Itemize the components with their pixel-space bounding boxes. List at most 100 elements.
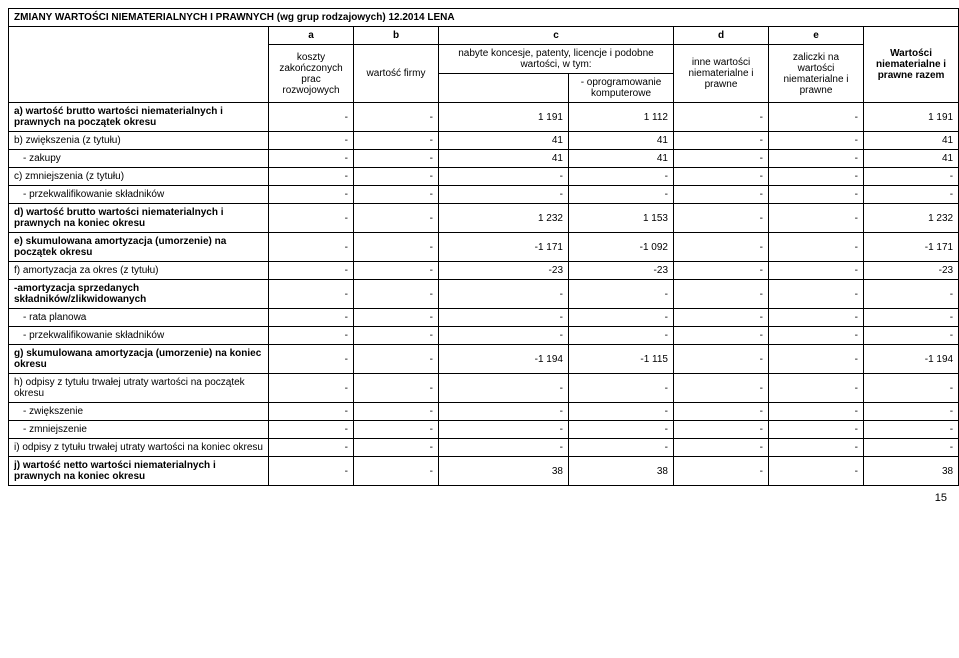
cell: - — [674, 150, 769, 168]
cell: -1 092 — [569, 233, 674, 262]
cell: - — [769, 262, 864, 280]
cell: 1 191 — [439, 103, 569, 132]
cell: - — [769, 233, 864, 262]
cell: - — [674, 327, 769, 345]
cell: - — [769, 309, 864, 327]
cell: - — [354, 262, 439, 280]
col-letter-c: c — [439, 27, 674, 45]
cell: - — [354, 280, 439, 309]
header-blank — [9, 27, 269, 103]
cell: 1 191 — [864, 103, 959, 132]
col-header-c-sub: - oprogramowanie komputerowe — [569, 74, 674, 103]
col-header-c-top: nabyte koncesje, patenty, licencje i pod… — [439, 45, 674, 74]
cell: - — [269, 132, 354, 150]
cell: - — [769, 457, 864, 486]
cell: - — [569, 403, 674, 421]
cell: - — [674, 132, 769, 150]
cell: 38 — [439, 457, 569, 486]
cell: - — [864, 280, 959, 309]
row-label: a) wartość brutto wartości niematerialny… — [9, 103, 269, 132]
cell: - — [864, 309, 959, 327]
cell: - — [354, 421, 439, 439]
row-label: -amortyzacja sprzedanych składników/zlik… — [9, 280, 269, 309]
col-letter-d: d — [674, 27, 769, 45]
cell: - — [354, 132, 439, 150]
cell: - — [269, 103, 354, 132]
table-row: e) skumulowana amortyzacja (umorzenie) n… — [9, 233, 959, 262]
cell: - — [269, 345, 354, 374]
table-title: ZMIANY WARTOŚCI NIEMATERIALNYCH I PRAWNY… — [9, 9, 959, 27]
cell: - — [769, 168, 864, 186]
cell: - — [569, 439, 674, 457]
cell: - — [439, 280, 569, 309]
row-label: e) skumulowana amortyzacja (umorzenie) n… — [9, 233, 269, 262]
cell: - — [674, 345, 769, 374]
cell: -1 194 — [864, 345, 959, 374]
cell: - — [439, 168, 569, 186]
row-label: h) odpisy z tytułu trwałej utraty wartoś… — [9, 374, 269, 403]
cell: - — [439, 421, 569, 439]
col-letter-b: b — [354, 27, 439, 45]
row-label: f) amortyzacja za okres (z tytułu) — [9, 262, 269, 280]
cell: - — [769, 439, 864, 457]
cell: 41 — [864, 132, 959, 150]
cell: -23 — [439, 262, 569, 280]
table-row: - zakupy - - 41 41 - - 41 — [9, 150, 959, 168]
table-row: - zmniejszenie - - - - - - - — [9, 421, 959, 439]
cell: - — [439, 186, 569, 204]
cell: - — [674, 374, 769, 403]
cell: - — [864, 186, 959, 204]
cell: -1 115 — [569, 345, 674, 374]
cell: - — [354, 168, 439, 186]
row-label: - zmniejszenie — [9, 421, 269, 439]
cell: - — [354, 439, 439, 457]
cell: - — [864, 421, 959, 439]
table-row: i) odpisy z tytułu trwałej utraty wartoś… — [9, 439, 959, 457]
cell: - — [354, 309, 439, 327]
cell: - — [674, 204, 769, 233]
intangibles-table: ZMIANY WARTOŚCI NIEMATERIALNYCH I PRAWNY… — [8, 8, 959, 486]
table-row: c) zmniejszenia (z tytułu) - - - - - - - — [9, 168, 959, 186]
cell: - — [769, 421, 864, 439]
cell: 38 — [864, 457, 959, 486]
cell: - — [354, 186, 439, 204]
row-label: - zwiększenie — [9, 403, 269, 421]
row-label: i) odpisy z tytułu trwałej utraty wartoś… — [9, 439, 269, 457]
cell: - — [674, 280, 769, 309]
cell: - — [674, 103, 769, 132]
table-row: j) wartość netto wartości niematerialnyc… — [9, 457, 959, 486]
cell: - — [269, 403, 354, 421]
cell: 38 — [569, 457, 674, 486]
row-label: - rata planowa — [9, 309, 269, 327]
cell: 41 — [439, 132, 569, 150]
table-row: b) zwiększenia (z tytułu) - - 41 41 - - … — [9, 132, 959, 150]
cell: - — [769, 327, 864, 345]
cell: - — [269, 168, 354, 186]
cell: - — [269, 262, 354, 280]
table-row: -amortyzacja sprzedanych składników/zlik… — [9, 280, 959, 309]
col-header-b: wartość firmy — [354, 45, 439, 103]
cell: - — [439, 403, 569, 421]
cell: - — [354, 204, 439, 233]
col-header-c-blank — [439, 74, 569, 103]
cell: - — [769, 345, 864, 374]
table-row: - zwiększenie - - - - - - - — [9, 403, 959, 421]
cell: - — [439, 327, 569, 345]
cell: - — [569, 374, 674, 403]
cell: - — [769, 132, 864, 150]
cell: - — [569, 421, 674, 439]
table-row: - przekwalifikowanie składników - - - - … — [9, 327, 959, 345]
table-row: - rata planowa - - - - - - - — [9, 309, 959, 327]
table-row: h) odpisy z tytułu trwałej utraty wartoś… — [9, 374, 959, 403]
row-label: d) wartość brutto wartości niematerialny… — [9, 204, 269, 233]
cell: - — [269, 457, 354, 486]
cell: - — [674, 309, 769, 327]
cell: 1 112 — [569, 103, 674, 132]
cell: - — [674, 403, 769, 421]
cell: 41 — [569, 150, 674, 168]
row-label: - przekwalifikowanie składników — [9, 186, 269, 204]
cell: - — [569, 309, 674, 327]
cell: - — [569, 327, 674, 345]
cell: - — [674, 186, 769, 204]
cell: - — [269, 150, 354, 168]
